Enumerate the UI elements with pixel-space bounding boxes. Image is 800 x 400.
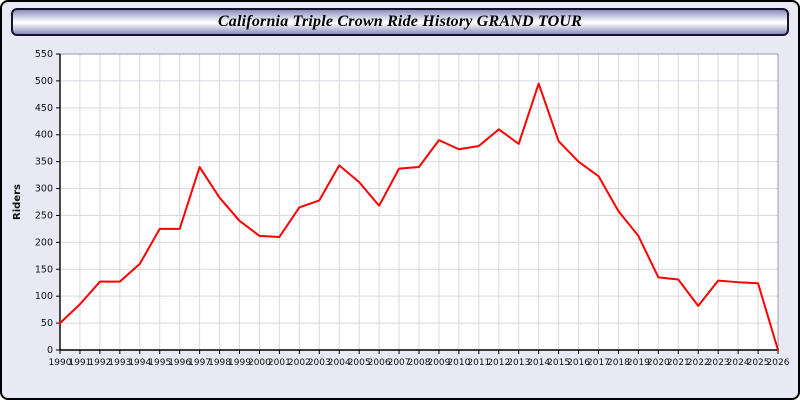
svg-text:2025: 2025 — [747, 358, 770, 368]
svg-text:500: 500 — [35, 76, 53, 87]
svg-text:2026: 2026 — [767, 358, 790, 368]
svg-text:2002: 2002 — [288, 358, 311, 368]
svg-text:2000: 2000 — [248, 358, 271, 368]
svg-text:Riders: Riders — [12, 184, 23, 220]
svg-text:250: 250 — [35, 210, 53, 221]
svg-text:2015: 2015 — [547, 358, 570, 368]
svg-text:2013: 2013 — [507, 358, 530, 368]
svg-text:2012: 2012 — [487, 358, 510, 368]
svg-text:2004: 2004 — [328, 358, 351, 368]
svg-text:2005: 2005 — [348, 358, 371, 368]
riders-line-chart: 0501001502002503003504004505005501990199… — [12, 49, 790, 368]
svg-text:100: 100 — [35, 291, 53, 302]
svg-text:1998: 1998 — [208, 358, 231, 368]
svg-text:2010: 2010 — [447, 358, 470, 368]
svg-text:1990: 1990 — [49, 358, 72, 368]
svg-text:2023: 2023 — [707, 358, 730, 368]
svg-text:150: 150 — [35, 264, 53, 275]
svg-text:550: 550 — [35, 49, 53, 60]
svg-text:2021: 2021 — [667, 358, 690, 368]
svg-text:2001: 2001 — [268, 358, 291, 368]
svg-text:2014: 2014 — [527, 358, 550, 368]
svg-text:2006: 2006 — [368, 358, 391, 368]
svg-text:1995: 1995 — [148, 358, 171, 368]
svg-text:2016: 2016 — [567, 358, 590, 368]
svg-text:2024: 2024 — [727, 358, 750, 368]
svg-text:50: 50 — [41, 318, 53, 329]
svg-text:1994: 1994 — [128, 358, 151, 368]
svg-text:1991: 1991 — [68, 358, 91, 368]
svg-text:2018: 2018 — [607, 358, 630, 368]
svg-text:1992: 1992 — [88, 358, 111, 368]
chart-title-bar: California Triple Crown Ride History GRA… — [11, 8, 789, 36]
svg-text:350: 350 — [35, 157, 53, 168]
svg-text:2009: 2009 — [427, 358, 450, 368]
svg-text:1997: 1997 — [188, 358, 211, 368]
svg-text:400: 400 — [35, 130, 53, 141]
svg-text:2003: 2003 — [308, 358, 331, 368]
svg-text:1999: 1999 — [228, 358, 251, 368]
svg-text:2008: 2008 — [408, 358, 431, 368]
page-title: California Triple Crown Ride History GRA… — [217, 13, 583, 30]
svg-text:1993: 1993 — [108, 358, 131, 368]
svg-text:300: 300 — [35, 184, 53, 195]
svg-text:2020: 2020 — [647, 358, 670, 368]
svg-text:200: 200 — [35, 237, 53, 248]
svg-text:2017: 2017 — [587, 358, 610, 368]
svg-text:2019: 2019 — [627, 358, 650, 368]
chart-container: 0 50 100 150 200 250 300 350 400 450 500 550 1990 199… — [8, 42, 792, 398]
svg-text:2011: 2011 — [467, 358, 490, 368]
svg-text:450: 450 — [35, 103, 53, 114]
svg-text:0: 0 — [47, 345, 53, 356]
svg-text:2007: 2007 — [388, 358, 411, 368]
svg-text:2022: 2022 — [687, 358, 710, 368]
svg-text:1996: 1996 — [168, 358, 191, 368]
